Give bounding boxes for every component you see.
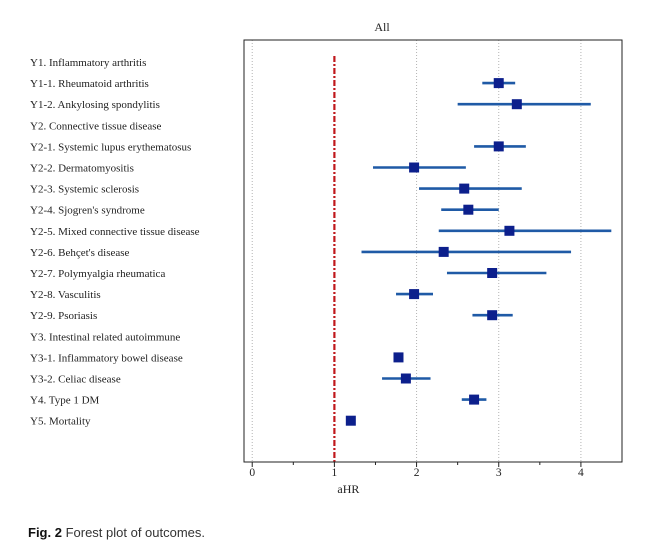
point-estimate [345, 415, 356, 426]
marker-layer [345, 78, 522, 426]
point-estimate [438, 246, 449, 257]
point-estimate [463, 204, 474, 215]
row-label-layer: Y1. Inflammatory arthritis Y1-1. Rheumato… [30, 57, 200, 428]
chart-title: All [374, 20, 390, 34]
point-estimate [400, 373, 411, 384]
row-label: Y3-2. Celiac disease [30, 374, 121, 386]
row-label: Y2. Connective tissue disease [30, 120, 161, 132]
row-label: Y2-2. Dermatomyositis [30, 163, 134, 175]
point-estimate [469, 394, 480, 405]
point-estimate [487, 268, 498, 278]
row-label: Y3. Intestinal related autoimmune [30, 331, 180, 343]
row-label: Y1. Inflammatory arthritis [30, 57, 146, 69]
point-estimate [459, 183, 470, 194]
row-label: Y2-1. Systemic lupus erythematosus [30, 141, 191, 153]
row-label: Y2-4. Sjogren's syndrome [30, 205, 145, 217]
caption-text: Forest plot of outcomes. [61, 525, 206, 540]
point-estimate [487, 310, 498, 321]
figure-caption: Fig. 2 Forest plot of outcomes. [28, 525, 205, 540]
point-estimate [493, 78, 504, 89]
point-estimate [493, 141, 504, 152]
x-tick-label: 1 [332, 467, 338, 479]
row-label: Y3-1. Inflammatory bowel disease [30, 352, 183, 364]
x-tick-label: 4 [578, 467, 584, 479]
x-axis-title: aHR [337, 482, 359, 496]
row-label: Y2-6. Behçet's disease [30, 247, 130, 259]
caption-prefix: Fig. 2 [28, 525, 62, 540]
row-label: Y2-8. Vasculitis [30, 289, 101, 301]
row-label: Y5. Mortality [30, 416, 91, 428]
point-estimate [393, 352, 404, 363]
row-label: Y2-3. Systemic sclerosis [30, 184, 139, 196]
x-tick-label: 3 [496, 467, 502, 479]
row-label: Y1-1. Rheumatoid arthritis [30, 78, 149, 90]
x-tick-label: 2 [414, 467, 420, 479]
axis-layer: 0 1 2 3 4 aHR [243, 39, 623, 496]
row-label: Y2-7. Polymyalgia rheumatica [30, 268, 165, 280]
point-estimate [511, 99, 522, 110]
row-label: Y2-5. Mixed connective tissue disease [30, 226, 200, 238]
row-label: Y2-9. Psoriasis [30, 310, 97, 322]
point-estimate [409, 289, 420, 300]
row-label: Y4. Type 1 DM [30, 395, 100, 407]
ci-layer [361, 81, 612, 401]
plot-frame [243, 39, 623, 463]
point-estimate [409, 162, 420, 173]
point-estimate [504, 225, 515, 236]
row-label: Y1-2. Ankylosing spondylitis [30, 99, 160, 111]
x-tick-label: 0 [249, 467, 255, 479]
